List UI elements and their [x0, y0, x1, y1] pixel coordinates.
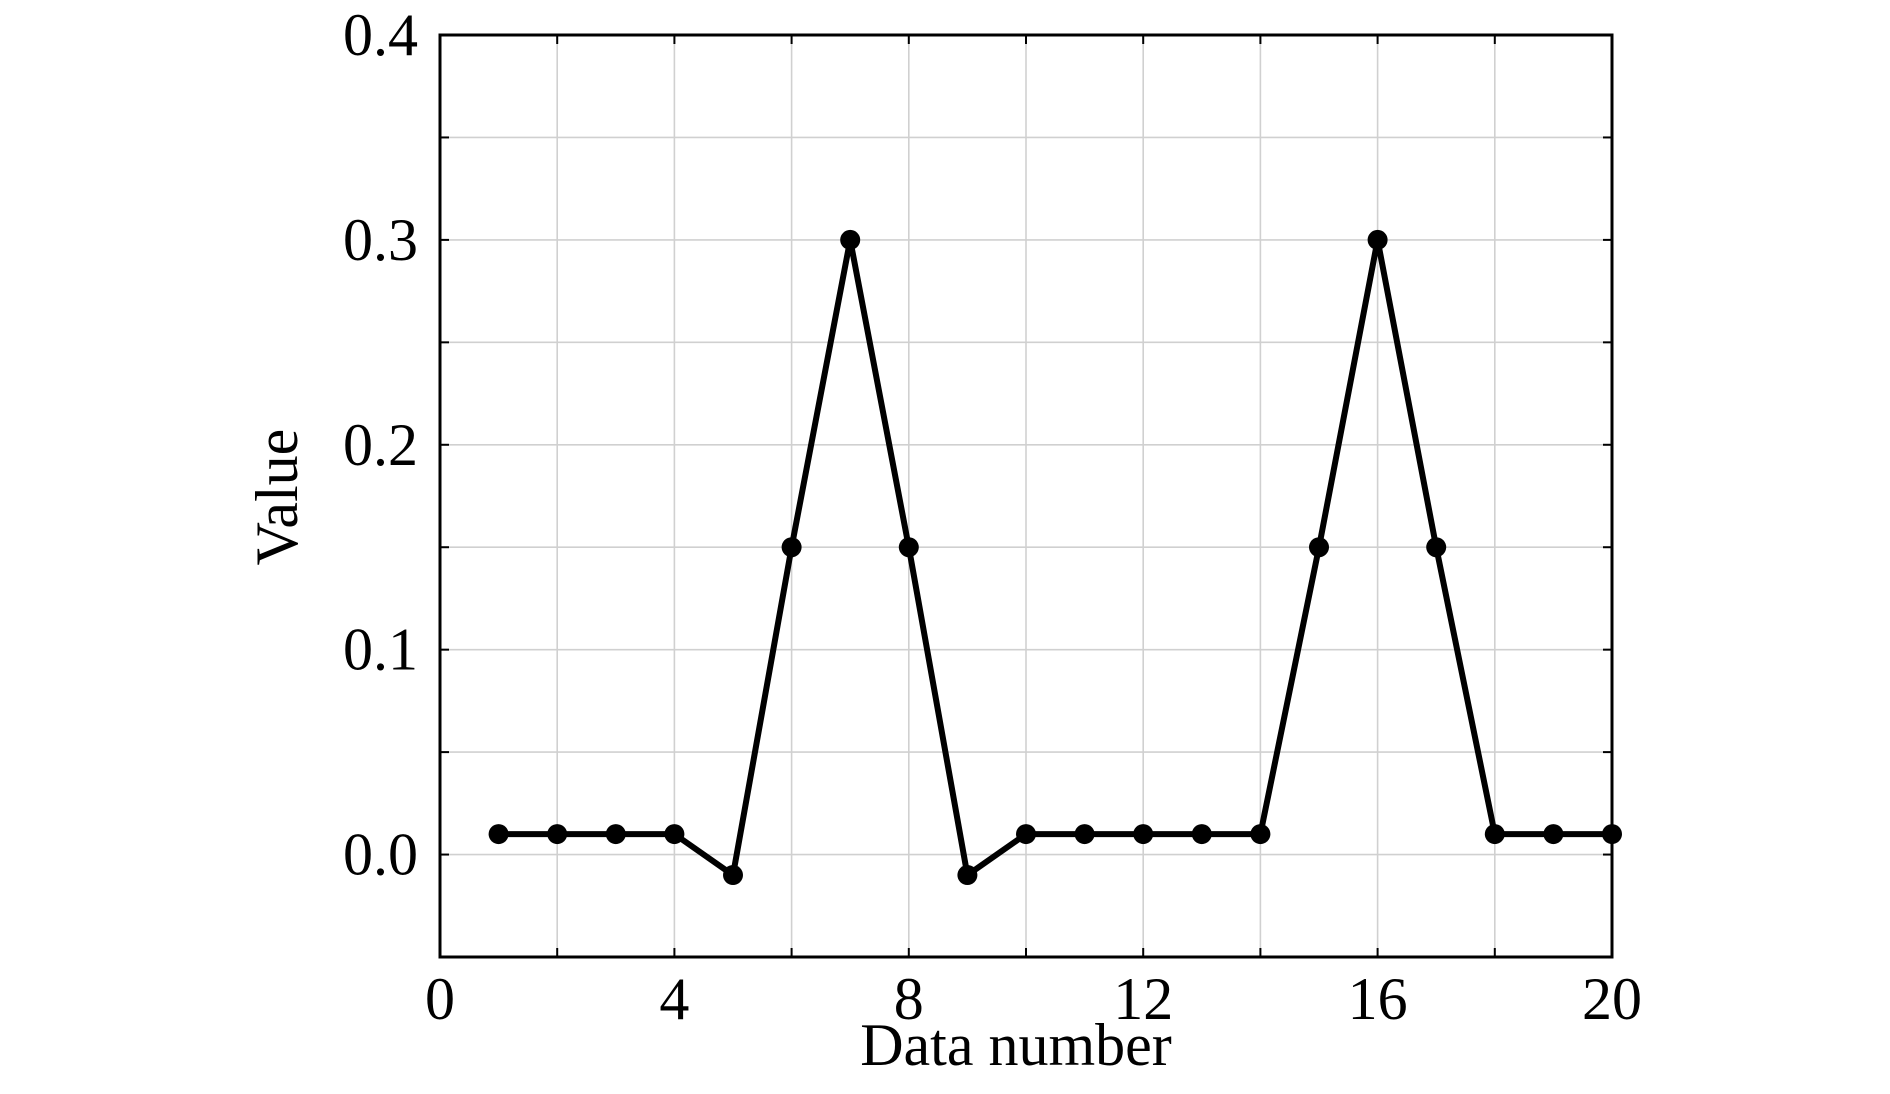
data-point [664, 824, 685, 845]
y-tick-label: 0.3 [343, 207, 418, 273]
y-tick-label: 0.1 [343, 617, 418, 683]
y-tick-label: 0.0 [343, 822, 418, 888]
data-point [781, 537, 802, 558]
grid [440, 35, 1612, 957]
y-tick-label: 0.2 [343, 412, 418, 478]
x-axis-label: Data number [860, 1012, 1172, 1078]
x-tick-labels: 0 4 8 12 16 20 [425, 966, 1642, 1032]
data-point [1250, 824, 1271, 845]
y-tick-label: 0.4 [343, 2, 418, 68]
y-axis-label: Value [244, 429, 310, 566]
series-line [498, 239, 1612, 881]
data-point [1367, 229, 1388, 250]
data-point [547, 824, 568, 845]
data-point [1426, 537, 1447, 558]
data-point [605, 824, 626, 845]
data-point [1543, 824, 1564, 845]
series [488, 229, 1622, 886]
x-tick-label: 16 [1348, 966, 1408, 1032]
data-point [957, 865, 978, 886]
data-point [1484, 824, 1505, 845]
data-point [1133, 824, 1154, 845]
data-point [898, 537, 919, 558]
data-point [488, 824, 509, 845]
x-tick-label: 8 [894, 966, 924, 1032]
x-tick-label: 12 [1113, 966, 1173, 1032]
data-point [1074, 824, 1095, 845]
data-point [723, 865, 743, 886]
plot-frame [438, 33, 1614, 959]
data-point [1309, 537, 1329, 558]
data-point [1016, 824, 1036, 845]
x-tick-label: 20 [1582, 966, 1642, 1032]
x-tick-label: 4 [659, 966, 689, 1032]
x-tick-label: 0 [425, 966, 455, 1032]
data-point [840, 229, 861, 250]
data-point [1191, 824, 1212, 845]
y-tick-labels: 0.0 0.1 0.2 0.3 0.4 [343, 2, 418, 888]
